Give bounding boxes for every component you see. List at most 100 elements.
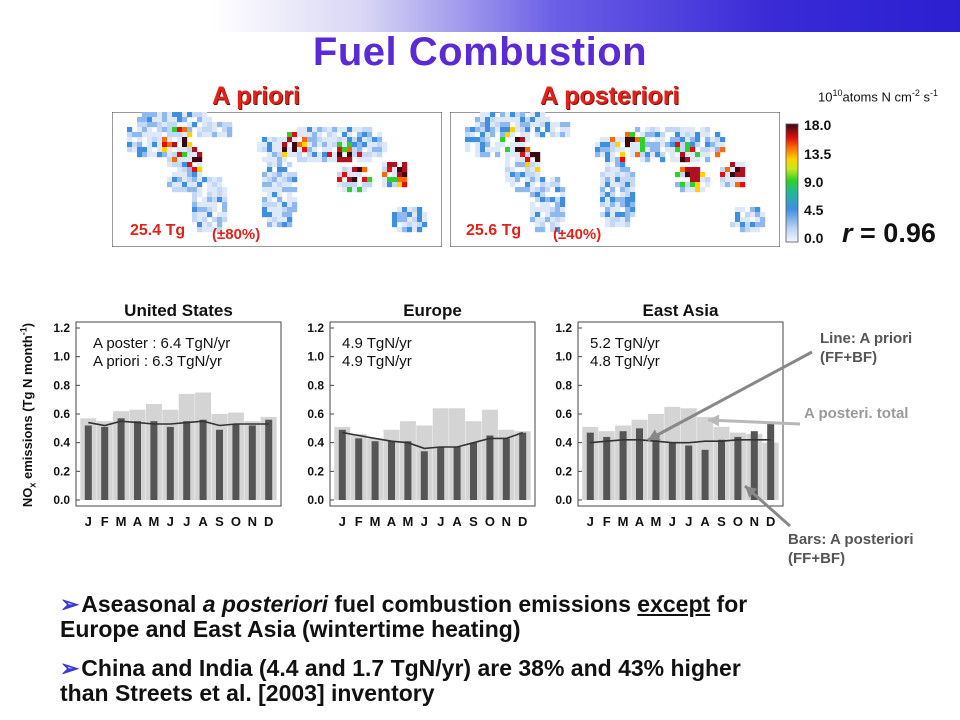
map-cell	[545, 197, 551, 203]
map-cell	[167, 122, 173, 128]
bar-posteriori-ffbf	[486, 435, 494, 500]
map-cell	[347, 147, 353, 153]
map-cell	[192, 192, 198, 198]
map-cell	[412, 217, 418, 223]
map-cell	[625, 192, 631, 198]
map-cell	[685, 157, 691, 163]
map-cell	[485, 142, 491, 148]
x-tick-label: J	[685, 514, 692, 529]
map-cell	[510, 117, 516, 123]
map-cell	[352, 182, 358, 188]
x-tick-label: A	[387, 514, 397, 529]
map-cell	[670, 157, 676, 163]
annotation-priori: 4.9 TgN/yr	[342, 353, 412, 370]
map-cell	[625, 187, 631, 193]
map-cell	[615, 212, 621, 218]
map-cell	[277, 167, 283, 173]
map-cell	[337, 157, 343, 163]
map-cell	[197, 187, 203, 193]
map-cell	[630, 172, 636, 178]
map-cell	[192, 167, 198, 173]
map-cell	[297, 142, 303, 148]
map-cell	[362, 167, 368, 173]
map-cell	[332, 157, 338, 163]
map-cell	[277, 157, 283, 163]
map-cell	[680, 182, 686, 188]
x-tick-label: D	[766, 514, 775, 529]
map-cell	[287, 187, 293, 193]
map-cell	[362, 132, 368, 138]
map-cell	[495, 147, 501, 153]
map-cell	[172, 112, 178, 118]
map-cell	[610, 182, 616, 188]
map-cell	[760, 217, 766, 223]
map-cell	[540, 187, 546, 193]
map-cell	[505, 152, 511, 158]
map-cell	[212, 217, 218, 223]
map-cell	[490, 127, 496, 133]
map-cell	[207, 197, 213, 203]
map-cell	[700, 127, 706, 133]
map-cell	[525, 132, 531, 138]
map-cell	[187, 122, 193, 128]
map-cell	[347, 172, 353, 178]
map-cell	[555, 182, 561, 188]
map-cell	[157, 122, 163, 128]
map-cell	[152, 117, 158, 123]
map-cell	[197, 227, 203, 233]
map-cell	[212, 187, 218, 193]
correlation-value: r = 0.96	[842, 218, 936, 248]
map-cell	[217, 187, 223, 193]
map-cell	[645, 142, 651, 148]
map-cell	[402, 172, 408, 178]
map-cell	[172, 122, 178, 128]
map-cell	[620, 202, 626, 208]
map-cell	[362, 127, 368, 133]
map-cell	[535, 117, 541, 123]
map-cell	[525, 182, 531, 188]
map-cell	[600, 182, 606, 188]
map-cell	[322, 127, 328, 133]
map-cell	[282, 222, 288, 228]
map-cell	[530, 112, 536, 118]
map-cell	[505, 112, 511, 118]
x-tick-label: M	[148, 514, 159, 529]
map-cell	[152, 122, 158, 128]
y-tick-label: 0.8	[53, 378, 70, 392]
map-cell	[740, 222, 746, 228]
map-cell	[670, 152, 676, 158]
map-cell	[545, 212, 551, 218]
map-cell	[207, 227, 213, 233]
map-cell	[277, 162, 283, 168]
map-cell	[212, 177, 218, 183]
map-cell	[560, 192, 566, 198]
map-cell	[317, 127, 323, 133]
bar-posteriori-ffbf	[199, 419, 207, 500]
map-cell	[287, 137, 293, 143]
map-cell	[262, 187, 268, 193]
map-cell	[535, 132, 541, 138]
map-cell	[357, 187, 363, 193]
map-cell	[540, 222, 546, 228]
map-cell	[670, 142, 676, 148]
map-cell	[357, 157, 363, 163]
map-cell	[137, 117, 143, 123]
map-cell	[272, 222, 278, 228]
map-cell	[197, 117, 203, 123]
map-cell	[217, 122, 223, 128]
map-cell	[615, 147, 621, 153]
map-cell	[530, 162, 536, 168]
map-cell	[382, 147, 388, 153]
map-cell	[470, 137, 476, 143]
map-cell	[157, 147, 163, 153]
map-cell	[600, 192, 606, 198]
x-tick-label: D	[264, 514, 273, 529]
map-cell	[137, 137, 143, 143]
map-cell	[127, 127, 133, 133]
map-cell	[640, 152, 646, 158]
map-title-posteriori: A posteriori	[540, 82, 680, 110]
map-cell	[735, 172, 741, 178]
map-cell	[182, 182, 188, 188]
map-cell	[372, 142, 378, 148]
